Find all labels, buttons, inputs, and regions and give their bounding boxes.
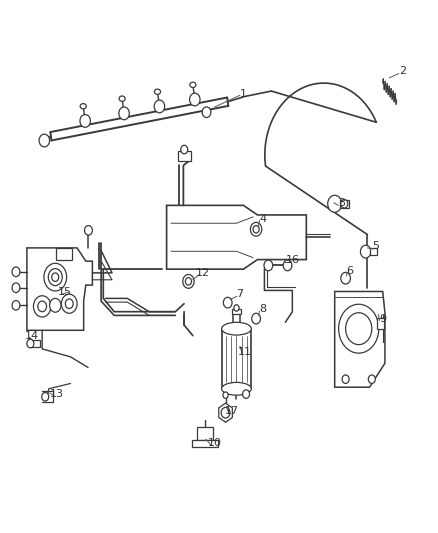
Circle shape [80, 115, 90, 127]
Bar [57, 248, 72, 260]
Ellipse shape [119, 96, 125, 101]
Polygon shape [27, 248, 92, 330]
Text: 13: 13 [49, 389, 64, 399]
Circle shape [12, 301, 20, 310]
Circle shape [243, 390, 250, 398]
Polygon shape [192, 440, 218, 447]
Text: 1: 1 [240, 88, 247, 99]
Bar [178, 151, 191, 161]
Circle shape [33, 296, 51, 317]
Circle shape [181, 146, 188, 154]
Circle shape [39, 134, 49, 147]
Text: 15: 15 [58, 287, 72, 297]
Polygon shape [335, 292, 385, 387]
Circle shape [264, 260, 273, 271]
Text: 16: 16 [286, 255, 300, 265]
Bar [31, 340, 40, 348]
Circle shape [339, 304, 379, 353]
Circle shape [368, 375, 375, 383]
Circle shape [252, 313, 261, 324]
Circle shape [12, 267, 20, 277]
Circle shape [283, 260, 292, 271]
Circle shape [48, 269, 62, 286]
Polygon shape [219, 403, 232, 422]
Circle shape [185, 278, 191, 285]
Circle shape [52, 273, 59, 281]
Circle shape [42, 392, 49, 401]
Circle shape [12, 283, 20, 293]
Bar [197, 427, 213, 440]
Circle shape [183, 274, 194, 288]
Text: 6: 6 [346, 266, 353, 276]
Text: 9: 9 [379, 313, 386, 324]
Circle shape [61, 294, 77, 313]
Bar [232, 309, 241, 314]
Circle shape [342, 375, 349, 383]
Circle shape [190, 93, 200, 106]
Circle shape [38, 301, 46, 312]
Circle shape [234, 305, 239, 311]
Circle shape [328, 195, 342, 212]
Circle shape [341, 199, 348, 208]
Circle shape [341, 272, 350, 284]
Ellipse shape [222, 382, 251, 395]
Polygon shape [166, 205, 306, 269]
Circle shape [251, 222, 262, 236]
Text: 2: 2 [399, 66, 406, 76]
Circle shape [360, 245, 371, 258]
Circle shape [27, 340, 34, 348]
Bar [340, 199, 349, 208]
Circle shape [44, 263, 67, 291]
Text: 12: 12 [195, 268, 209, 278]
Circle shape [223, 297, 232, 308]
Text: 10: 10 [208, 438, 222, 448]
Circle shape [346, 313, 372, 345]
Ellipse shape [222, 322, 251, 335]
Circle shape [65, 299, 73, 309]
Circle shape [49, 298, 61, 312]
Circle shape [202, 107, 211, 118]
Ellipse shape [190, 82, 196, 87]
Circle shape [85, 225, 92, 235]
Bar [377, 318, 385, 329]
Text: 8: 8 [259, 304, 266, 314]
Text: 11: 11 [238, 346, 252, 357]
Text: 14: 14 [25, 330, 39, 341]
Text: 5: 5 [373, 241, 380, 251]
Circle shape [154, 100, 165, 113]
Ellipse shape [80, 103, 86, 109]
Circle shape [119, 107, 129, 120]
Circle shape [253, 225, 259, 233]
Text: 3: 3 [338, 198, 345, 208]
Text: 7: 7 [237, 289, 244, 299]
Circle shape [223, 392, 228, 398]
Ellipse shape [155, 89, 161, 94]
Text: 17: 17 [225, 406, 239, 416]
Text: 4: 4 [259, 214, 266, 224]
Bar [370, 248, 378, 255]
Circle shape [221, 407, 230, 418]
